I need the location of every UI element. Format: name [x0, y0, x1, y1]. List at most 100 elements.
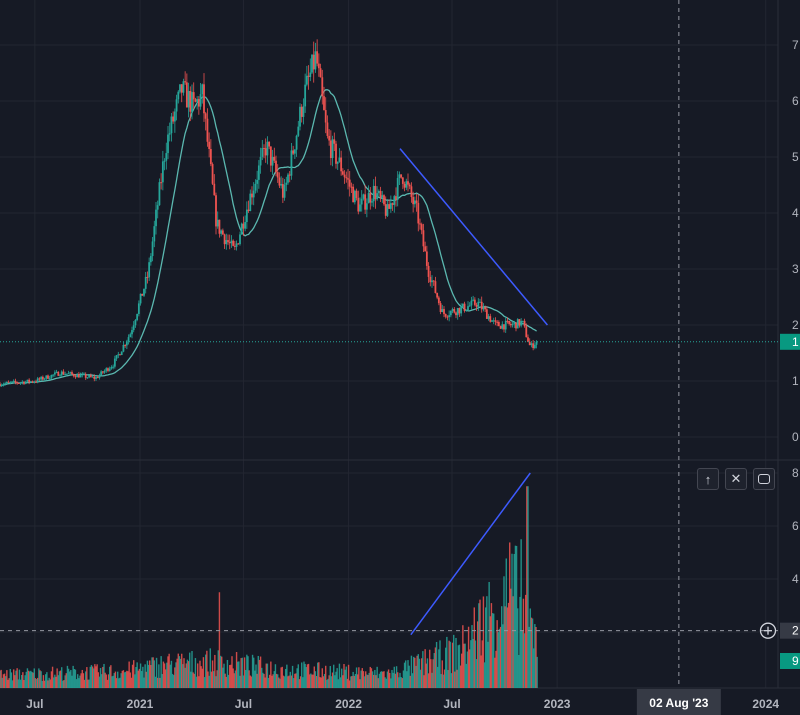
- volume-bar: [345, 666, 347, 688]
- volume-bar: [150, 665, 152, 688]
- volume-bar: [439, 640, 441, 688]
- volume-bar: [435, 641, 438, 688]
- volume-bar: [305, 667, 307, 688]
- candle-body: [425, 251, 428, 266]
- volume-bar: [351, 676, 353, 688]
- volume-bar: [527, 486, 529, 688]
- volume-bar: [386, 671, 389, 688]
- candle-body: [172, 116, 175, 122]
- volume-bar: [390, 678, 392, 688]
- candle-body: [367, 193, 370, 204]
- candle-body: [7, 381, 10, 383]
- volume-bar: [128, 661, 130, 688]
- candle-body: [40, 376, 43, 380]
- candle-body: [533, 344, 536, 349]
- volume-bar: [134, 674, 136, 688]
- volume-bar: [385, 678, 387, 688]
- candle-body: [400, 174, 403, 178]
- move-up-button[interactable]: ↑: [697, 468, 719, 490]
- volume-bar: [287, 676, 289, 688]
- candle-body: [17, 382, 20, 384]
- candle-body: [338, 157, 341, 162]
- candle-body: [192, 92, 195, 100]
- candle-body: [201, 84, 204, 95]
- volume-bar: [481, 640, 483, 688]
- volume-bar: [400, 677, 402, 688]
- volume-bar: [217, 650, 219, 688]
- candle-body: [194, 99, 197, 102]
- volume-bar: [384, 677, 386, 688]
- volume-bar: [408, 665, 410, 688]
- volume-bar: [507, 602, 510, 688]
- volume-bar: [398, 677, 400, 688]
- candle-body: [29, 381, 32, 383]
- volume-bar: [121, 670, 123, 688]
- volume-bar: [55, 676, 57, 688]
- volume-hover-badge-label: 2: [792, 624, 799, 638]
- volume-bar: [303, 661, 305, 688]
- candle-body: [415, 200, 418, 203]
- candle-body: [79, 374, 82, 378]
- volume-bar: [24, 675, 26, 688]
- candle-body: [456, 308, 459, 316]
- volume-bar: [176, 658, 178, 688]
- volume-bar: [241, 657, 243, 688]
- volume-bar: [505, 558, 507, 688]
- volume-bar: [203, 677, 206, 688]
- candle-body: [221, 230, 224, 235]
- volume-bar: [153, 660, 155, 688]
- candle-body: [55, 371, 58, 373]
- candle-body: [494, 320, 497, 322]
- volume-bar: [127, 671, 129, 688]
- time-tick-label: 2021: [127, 697, 154, 711]
- candle-body: [314, 51, 317, 70]
- candle-body: [503, 324, 505, 330]
- close-pane-button[interactable]: ✕: [725, 468, 747, 490]
- volume-bar: [267, 677, 270, 688]
- volume-bar: [207, 671, 209, 688]
- volume-bar: [277, 674, 279, 688]
- volume-bar: [160, 656, 162, 688]
- volume-tick-label: 8: [792, 466, 799, 480]
- candle-body: [283, 184, 286, 198]
- volume-bar: [10, 672, 13, 688]
- volume-bar: [56, 668, 58, 688]
- volume-bar: [159, 677, 161, 688]
- candle-body: [372, 185, 375, 202]
- volume-bar: [328, 675, 330, 688]
- candle-body: [393, 196, 396, 205]
- volume-bar: [133, 660, 135, 688]
- volume-bar: [307, 663, 310, 688]
- volume-bar: [336, 668, 338, 688]
- volume-bar: [174, 667, 176, 688]
- volume-bar: [163, 663, 166, 688]
- candle-body: [420, 224, 423, 231]
- reset-pane-button[interactable]: [753, 468, 775, 490]
- candle-body: [350, 186, 353, 188]
- candle-body: [245, 209, 248, 223]
- candle-body: [479, 301, 481, 303]
- candle-body: [331, 139, 334, 158]
- volume-bar: [106, 679, 109, 688]
- volume-bar: [329, 666, 331, 688]
- volume-bar: [152, 657, 154, 688]
- candle-body: [137, 303, 140, 314]
- volume-bar: [58, 671, 61, 688]
- volume-bar: [144, 664, 146, 688]
- volume-bar: [367, 675, 369, 688]
- candle-body: [119, 354, 121, 356]
- candle-body: [136, 313, 139, 320]
- candle-body: [239, 234, 241, 245]
- volume-bar: [463, 643, 465, 688]
- volume-bar: [265, 663, 267, 688]
- candle-body: [275, 160, 277, 173]
- candle-body: [134, 319, 137, 326]
- volume-bar: [502, 624, 504, 688]
- candle-body: [12, 380, 15, 382]
- volume-bar: [290, 675, 293, 688]
- volume-bar: [193, 673, 195, 688]
- volume-bar: [381, 671, 383, 688]
- volume-bar: [90, 665, 93, 688]
- volume-bar: [399, 672, 401, 688]
